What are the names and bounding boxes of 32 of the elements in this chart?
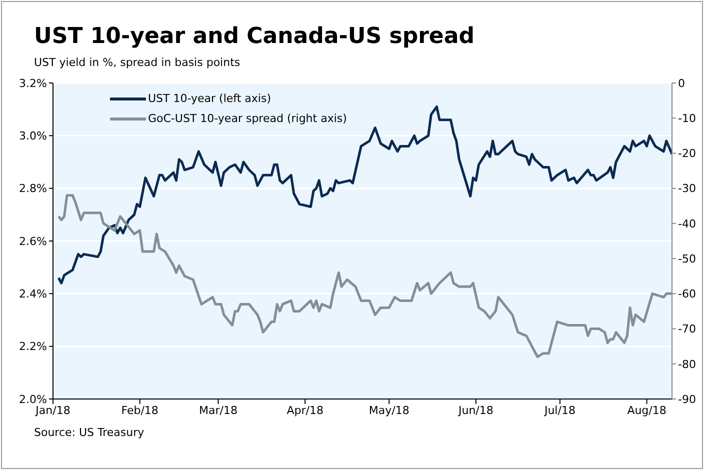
y2-tick-label: -80: [678, 358, 696, 371]
y2-tick-label: -20: [678, 147, 696, 160]
y-tick-label: 2.2%: [19, 340, 47, 354]
x-tick-label: Mar/18: [199, 404, 238, 417]
x-tick-label: Jul/18: [543, 404, 576, 417]
line-series: [57, 105, 672, 284]
y-tick-label: 2.8%: [19, 182, 47, 196]
chart-title: UST 10-year and Canada-US spread: [34, 24, 474, 49]
x-tick-label: Apr/18: [286, 404, 324, 417]
x-tick-label: Jun/18: [457, 404, 494, 417]
line-series: [57, 194, 672, 358]
x-tick-label: May/18: [368, 404, 410, 417]
y2-tick-label: -50: [678, 252, 696, 266]
x-tick-label: Aug/18: [627, 404, 666, 417]
y2-tick-label: -40: [678, 217, 696, 230]
x-tick-label: Jan/18: [34, 404, 70, 417]
y-tick-label: 3.2%: [19, 76, 47, 90]
chart-subtitle: UST yield in %, spread in basis points: [34, 56, 240, 69]
y2-tick-label: -30: [678, 182, 696, 196]
legend-label: UST 10-year (left axis): [148, 91, 271, 107]
x-tick-label: Feb/18: [121, 404, 158, 417]
legend-label: GoC-UST 10-year spread (right axis): [148, 111, 347, 127]
y-tick-label: 3.0%: [19, 130, 47, 143]
y2-tick-label: -10: [678, 112, 696, 126]
y2-tick-label: -60: [678, 288, 696, 301]
y-tick-label: 2.0%: [19, 392, 47, 406]
y2-tick-label: -90: [678, 392, 696, 406]
y-tick-label: 2.6%: [19, 234, 47, 248]
source-note: Source: US Treasury: [34, 426, 144, 439]
y-tick-label: 2.4%: [19, 288, 47, 301]
y2-tick-label: -70: [678, 322, 696, 336]
y2-tick-label: 0: [678, 76, 685, 90]
